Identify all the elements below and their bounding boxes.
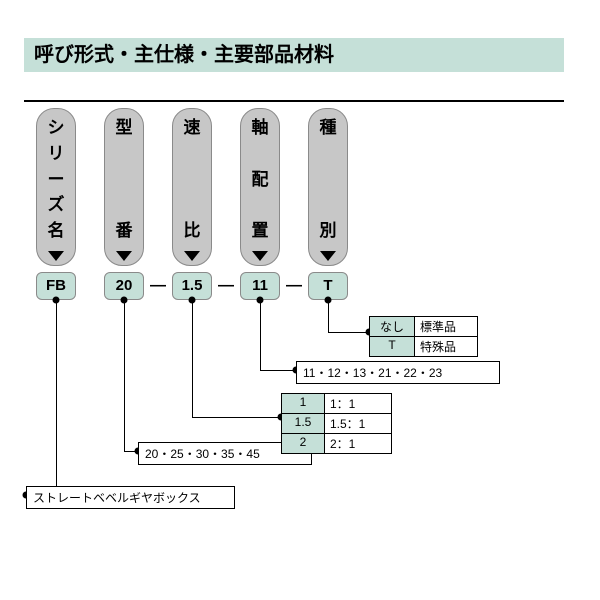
chevron-down-icon: [48, 251, 64, 261]
dash: —: [150, 272, 166, 300]
connector-line: [260, 300, 261, 370]
chevron-down-icon: [116, 251, 132, 261]
connector-line: [56, 300, 57, 495]
connector-line: [328, 300, 329, 332]
legend-axis: 11・12・13・21・22・23: [296, 361, 500, 384]
connector-line: [328, 332, 369, 333]
chevron-down-icon: [252, 251, 268, 261]
section-title: 呼び形式・主仕様・主要部品材料: [24, 38, 564, 72]
legend-type: なし標準品T特殊品: [369, 316, 478, 357]
column-header: 速比: [172, 108, 212, 266]
legend-series: ストレートベベルギヤボックス: [26, 486, 235, 509]
chevron-down-icon: [184, 251, 200, 261]
dash: —: [286, 272, 302, 300]
chevron-down-icon: [320, 251, 336, 261]
connector-line: [192, 417, 281, 418]
connector-line: [260, 370, 296, 371]
connector-line: [192, 300, 193, 417]
divider: [24, 100, 564, 102]
column-header: 種別: [308, 108, 348, 266]
column-header: 型番: [104, 108, 144, 266]
legend-ratio: 11：11.51.5：122：1: [281, 393, 392, 454]
column-header: シリーズ名: [36, 108, 76, 266]
connector-line: [124, 300, 125, 451]
column-header: 軸配置: [240, 108, 280, 266]
dash: —: [218, 272, 234, 300]
